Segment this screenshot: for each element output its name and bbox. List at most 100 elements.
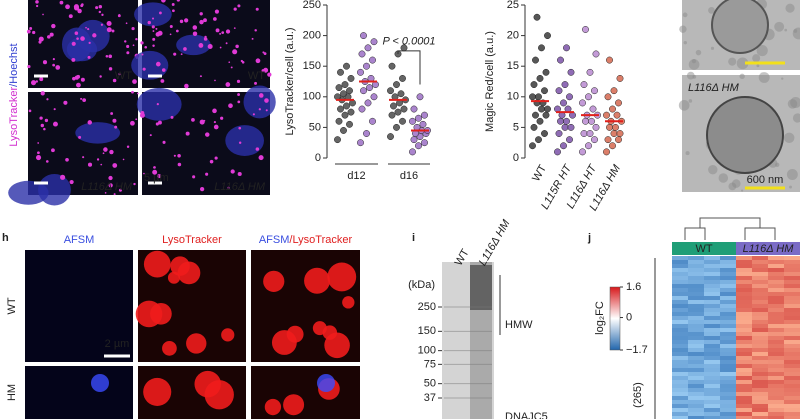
blot-label: HMW — [505, 319, 533, 331]
channel-label: LysoTracker — [162, 234, 222, 246]
lysosome-dot — [140, 41, 144, 45]
data-point — [409, 117, 416, 125]
data-point — [347, 108, 355, 116]
lysosome-dot — [139, 112, 145, 118]
heatmap-cell — [752, 308, 768, 312]
heatmap-cell — [752, 304, 768, 308]
heatmap-cell — [752, 268, 768, 272]
lysosome-dot — [117, 14, 121, 18]
lysosome-dot — [68, 14, 73, 19]
heatmap-cell — [688, 348, 704, 352]
heatmap-cell — [752, 328, 768, 332]
heatmap-cell — [736, 272, 752, 276]
lysosome-dot — [233, 27, 236, 30]
lysosome — [143, 250, 171, 278]
heatmap-cell — [768, 344, 784, 348]
heatmap-cell — [688, 404, 704, 408]
lysosome-dot — [258, 93, 264, 98]
row-label: WT — [6, 297, 18, 314]
lysosome-dot — [29, 27, 33, 30]
lysosome-dot — [152, 44, 155, 47]
lysosome-dot — [124, 40, 127, 43]
heatmap-cell — [672, 352, 688, 356]
heatmap-cell — [768, 320, 784, 324]
data-point — [592, 50, 600, 58]
heatmap-cell — [784, 308, 800, 312]
heatmap-cell — [720, 280, 736, 284]
heatmap-cell — [688, 340, 704, 344]
heatmap-cell — [752, 396, 768, 400]
data-point — [585, 93, 592, 101]
gene-count: (265) — [632, 382, 644, 408]
heatmap-cell — [720, 328, 736, 332]
heatmap-cell — [784, 384, 800, 388]
heatmap-cell — [752, 332, 768, 336]
heatmap-cell — [784, 300, 800, 304]
lysosome-dot — [72, 76, 76, 81]
heatmap-cell — [768, 352, 784, 356]
heatmap-cell — [720, 372, 736, 376]
channel-label: AFSM/LysoTracker — [259, 234, 353, 246]
heatmap-cell — [752, 388, 768, 392]
lysosome-dot — [180, 53, 183, 56]
image-label: L116Δ HM — [214, 181, 266, 193]
lysosome-dot — [185, 131, 190, 136]
heatmap-cell — [784, 368, 800, 372]
heatmap-cell — [752, 416, 768, 419]
lysosome — [342, 296, 355, 309]
heatmap-cell — [688, 300, 704, 304]
data-point — [606, 56, 613, 64]
heatmap-cell — [720, 392, 736, 396]
heatmap-cell — [672, 372, 688, 376]
lysosome-dot — [255, 58, 261, 64]
data-point — [560, 99, 567, 107]
heatmap-cell — [704, 272, 720, 276]
group-label: WT — [695, 243, 712, 255]
lysosome-dot — [157, 120, 162, 125]
heatmap-cell — [672, 416, 688, 419]
heatmap-cell — [720, 292, 736, 296]
heatmap-cell — [768, 312, 784, 316]
lysosome-dot — [199, 19, 204, 25]
heatmap-cell — [720, 308, 736, 312]
lysosome-dot — [236, 79, 241, 83]
heatmap-cell — [752, 360, 768, 364]
lysosome-dot — [203, 18, 207, 23]
data-point — [341, 81, 349, 89]
blot-label: DNAJC5 — [505, 411, 548, 419]
heatmap-cell — [752, 276, 768, 280]
heatmap-cell — [704, 360, 720, 364]
data-point — [393, 123, 400, 131]
heatmap-cell — [736, 324, 752, 328]
lysosome — [177, 261, 201, 285]
lysosome-dot — [132, 79, 137, 84]
data-point — [591, 87, 598, 95]
heatmap-cell — [752, 384, 768, 388]
data-point — [615, 136, 622, 144]
y-tick-label: 50 — [309, 121, 321, 133]
heatmap-cell — [784, 336, 800, 340]
heatmap-cell — [672, 256, 688, 260]
lysosome — [263, 270, 285, 292]
nucleus — [225, 125, 265, 156]
heatmap-cell — [752, 312, 768, 316]
lysosome-dot — [169, 25, 173, 29]
heatmap-cell — [752, 272, 768, 276]
heatmap-cell — [720, 376, 736, 380]
lysosome-dot — [132, 44, 135, 47]
lysosome-dot — [40, 123, 45, 128]
lysosome-dot — [100, 163, 103, 166]
heatmap-cell — [720, 296, 736, 300]
lysosome-dot — [87, 162, 93, 167]
heatmap-cell — [752, 368, 768, 372]
heatmap-cell — [736, 304, 752, 308]
panel-letter: j — [587, 232, 591, 244]
lysosome-dot — [225, 82, 231, 87]
data-point — [544, 105, 551, 113]
lysosome-dot — [38, 36, 44, 42]
lysosome-dot — [39, 116, 43, 120]
heatmap-cell — [736, 396, 752, 400]
data-point — [579, 148, 586, 156]
em-texture — [688, 59, 700, 70]
lysosome-dot — [133, 182, 136, 186]
